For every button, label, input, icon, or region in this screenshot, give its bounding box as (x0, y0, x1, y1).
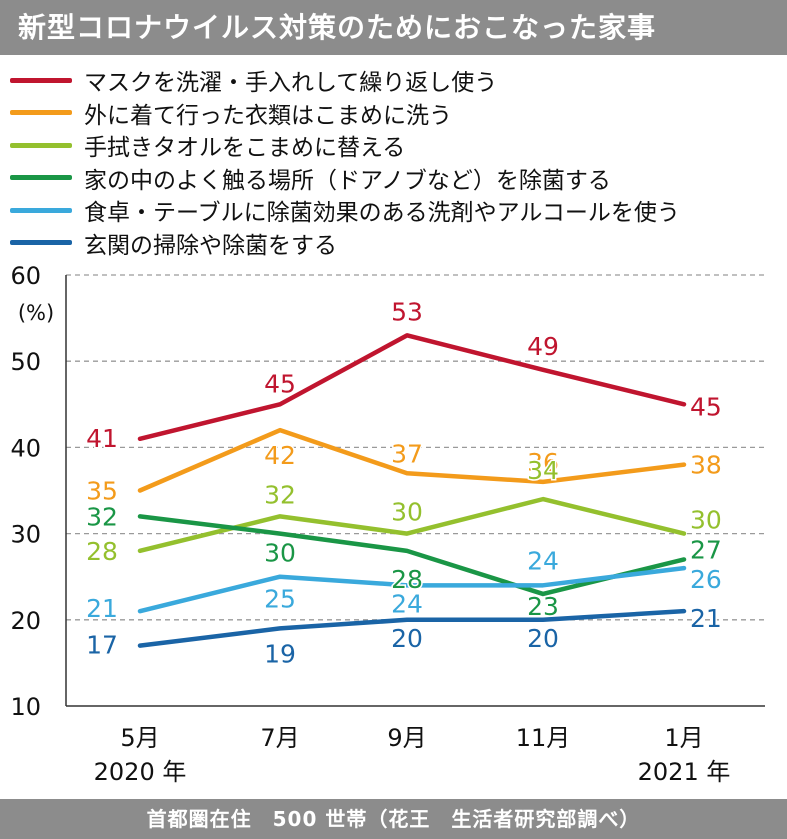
y-tick-label: 50 (10, 348, 41, 376)
data-label: 19 (264, 639, 296, 668)
y-tick-label: 40 (10, 434, 41, 462)
x-year-label: 2021 年 (638, 758, 731, 786)
data-label: 24 (391, 589, 423, 618)
data-label: 41 (86, 424, 118, 453)
y-tick-label: 10 (10, 693, 41, 721)
y-tick-label: 60 (10, 262, 41, 290)
data-label: 42 (264, 441, 296, 470)
legend-swatch (10, 77, 72, 83)
data-label: 36 (527, 448, 559, 477)
data-label: 37 (391, 439, 423, 468)
x-tick-label: 9月 (387, 724, 426, 752)
legend-item: マスクを洗濯・手入れして繰り返し使う (10, 64, 785, 97)
legend-item: 家の中のよく触る場所（ドアノブなど）を除菌する (10, 162, 785, 195)
data-label: 38 (690, 451, 722, 480)
data-label: 28 (391, 565, 423, 594)
y-axis-unit: (%) (18, 301, 54, 325)
data-label: 35 (86, 477, 118, 506)
data-label: 21 (86, 594, 118, 623)
legend-swatch (10, 240, 72, 246)
series-line (137, 565, 687, 614)
x-tick-label: 7月 (260, 724, 299, 752)
legend-label: 手拭きタオルをこまめに替える (84, 135, 406, 162)
series-line (137, 514, 687, 597)
legend: マスクを洗濯・手入れして繰り返し使う 外に着て行った衣類はこまめに洗う 手拭きタオル… (10, 64, 785, 259)
x-tick-label: 5月 (120, 724, 159, 752)
y-tick-label: 30 (10, 521, 41, 549)
data-label: 21 (690, 604, 722, 633)
data-label: 30 (264, 539, 296, 568)
data-label: 20 (527, 624, 559, 653)
data-label: 20 (391, 624, 423, 653)
data-label: 27 (690, 535, 722, 564)
data-label: 45 (690, 392, 722, 421)
data-label: 24 (527, 546, 559, 575)
legend-label: マスクを洗濯・手入れして繰り返し使う (84, 70, 498, 97)
line-chart: 10 20 30 40 50 60 (%) 5月 2020 年 7月 9月 11月 1月 2021 年 41… (10, 262, 765, 786)
y-tick-label: 20 (10, 607, 41, 635)
data-label: 17 (86, 631, 118, 660)
legend-label: 食卓・テーブルに除菌効果のある洗剤やアルコールを使う (84, 200, 680, 227)
data-label: 53 (391, 297, 423, 326)
source-note: 首都圏在住 500 世帯（花王 生活者研究部調べ） (0, 799, 787, 839)
series-line (137, 608, 687, 648)
legend-swatch (10, 207, 72, 213)
data-label: 28 (86, 537, 118, 566)
data-label: 25 (264, 585, 296, 614)
data-label: 30 (690, 506, 722, 535)
data-label: 32 (86, 502, 118, 531)
series-line (137, 333, 687, 442)
legend-label: 家の中のよく触る場所（ドアノブなど）を除菌する (84, 167, 611, 194)
legend-label: 玄関の掃除や除菌をする (84, 232, 337, 259)
data-label: 32 (264, 480, 296, 509)
data-label: 34 (527, 456, 559, 485)
legend-label: 外に着て行った衣類はこまめに洗う (84, 102, 452, 129)
x-tick-label: 11月 (516, 724, 571, 752)
legend-swatch (10, 175, 72, 181)
x-tick-label: 1月 (664, 724, 703, 752)
legend-item: 食卓・テーブルに除菌効果のある洗剤やアルコールを使う (10, 194, 785, 227)
x-year-label: 2020 年 (94, 758, 187, 786)
legend-item: 外に着て行った衣類はこまめに洗う (10, 97, 785, 130)
legend-item: 手拭きタオルをこまめに替える (10, 129, 785, 162)
chart-title: 新型コロナウイルス対策のためにおこなった家事 (0, 0, 787, 55)
legend-swatch (10, 142, 72, 148)
series-line (137, 427, 687, 493)
data-label: 26 (690, 565, 722, 594)
legend-swatch (10, 110, 72, 116)
data-label: 30 (391, 498, 423, 527)
data-label: 23 (527, 592, 559, 621)
legend-item: 玄関の掃除や除菌をする (10, 227, 785, 260)
data-label: 49 (527, 332, 559, 361)
data-label: 45 (264, 369, 296, 398)
